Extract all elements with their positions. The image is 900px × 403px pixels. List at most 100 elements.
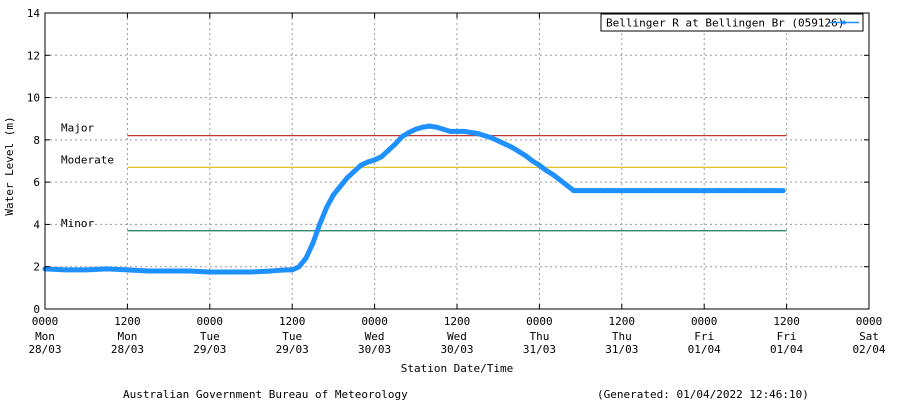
x-tick-label-date: 30/03 [440, 343, 473, 356]
x-tick-label-day: Fri [694, 330, 714, 343]
data-point [344, 175, 350, 181]
y-axis-label: Water Level (m) [3, 116, 16, 215]
legend-swatch-marker [842, 20, 846, 25]
y-tick-label: 12 [27, 49, 40, 62]
data-point [742, 188, 748, 194]
data-point [166, 268, 172, 274]
data-point [440, 126, 446, 132]
data-point [269, 268, 275, 274]
data-point [351, 169, 357, 175]
x-tick-label-date: 01/04 [770, 343, 803, 356]
data-point [433, 124, 439, 130]
x-tick-label-day: Thu [529, 330, 549, 343]
data-point [186, 268, 192, 274]
x-tick-label-date: 29/03 [193, 343, 226, 356]
data-point [780, 188, 786, 194]
x-tick-label-day: Tue [282, 330, 302, 343]
x-tick-label-date: 30/03 [358, 343, 391, 356]
data-point [454, 128, 460, 134]
x-tick-label-time: 0000 [691, 315, 718, 328]
data-point [468, 129, 474, 135]
data-point [481, 133, 487, 139]
data-point [296, 264, 302, 270]
flood-label-minor: Minor [61, 217, 94, 230]
data-point [365, 159, 371, 165]
data-point [550, 172, 556, 178]
flood-label-moderate: Moderate [61, 153, 114, 166]
data-point [420, 124, 426, 130]
x-tick-label-time: 0000 [361, 315, 388, 328]
data-point [427, 123, 433, 129]
data-point [626, 188, 632, 194]
x-tick-label-day: Mon [117, 330, 137, 343]
data-point [207, 269, 213, 275]
data-point [653, 188, 659, 194]
x-tick-label-day: Sat [859, 330, 879, 343]
legend-label: Bellinger R at Bellingen Br (059126) [606, 17, 844, 30]
data-point [571, 188, 577, 194]
x-tick-label-time: 1200 [279, 315, 306, 328]
footer-agency: Australian Government Bureau of Meteorol… [123, 388, 408, 401]
data-point [646, 188, 652, 194]
data-point [495, 138, 501, 144]
x-tick-label-time: 0000 [856, 315, 883, 328]
y-tick-label: 4 [33, 218, 40, 231]
data-point [399, 134, 405, 140]
data-point [317, 221, 323, 227]
data-point [372, 157, 378, 163]
data-point [488, 135, 494, 141]
data-point [598, 188, 604, 194]
x-tick-label-day: Wed [365, 330, 385, 343]
data-point [83, 267, 89, 273]
data-point [674, 188, 680, 194]
data-point [104, 266, 110, 272]
data-point [303, 255, 309, 261]
data-point [330, 192, 336, 198]
data-point [337, 183, 343, 189]
x-tick-label-day: Thu [612, 330, 632, 343]
data-point [557, 177, 563, 183]
data-point [687, 188, 693, 194]
flood-label-major: Major [61, 122, 94, 135]
y-tick-label: 2 [33, 261, 40, 274]
x-tick-label-time: 1200 [773, 315, 800, 328]
data-point [770, 188, 776, 194]
x-tick-label-date: 28/03 [111, 343, 144, 356]
series-line [42, 123, 786, 275]
data-point [701, 188, 707, 194]
x-tick-label-date: 28/03 [28, 343, 61, 356]
data-point [461, 128, 467, 134]
grid-lines [45, 13, 869, 309]
data-point [282, 267, 288, 273]
x-tick-label-day: Fri [777, 330, 797, 343]
x-tick-label-time: 0000 [32, 315, 59, 328]
series-layer [42, 123, 786, 275]
data-point [530, 158, 536, 164]
x-axis-label: Station Date/Time [401, 362, 514, 375]
data-point [633, 188, 639, 194]
data-point [543, 168, 549, 174]
x-tick-label-time: 1200 [114, 315, 141, 328]
x-tick-label-time: 1200 [609, 315, 636, 328]
data-point [729, 188, 735, 194]
data-point [619, 188, 625, 194]
data-point [694, 188, 700, 194]
data-point [578, 188, 584, 194]
x-tick-label-day: Tue [200, 330, 220, 343]
data-point [516, 148, 522, 154]
y-tick-label: 10 [27, 92, 40, 105]
data-point [413, 126, 419, 132]
data-point [681, 188, 687, 194]
data-point [392, 141, 398, 147]
flood-level-lines: Major Moderate Minor [61, 122, 787, 232]
x-tick-label-date: 01/04 [688, 343, 721, 356]
x-tick-label-date: 29/03 [276, 343, 309, 356]
x-tick-label-time: 1200 [444, 315, 471, 328]
data-point [358, 162, 364, 168]
data-point [756, 188, 762, 194]
data-point [591, 188, 597, 194]
x-tick-label-date: 31/03 [523, 343, 556, 356]
data-point [715, 188, 721, 194]
data-point [475, 131, 481, 137]
data-point [227, 269, 233, 275]
